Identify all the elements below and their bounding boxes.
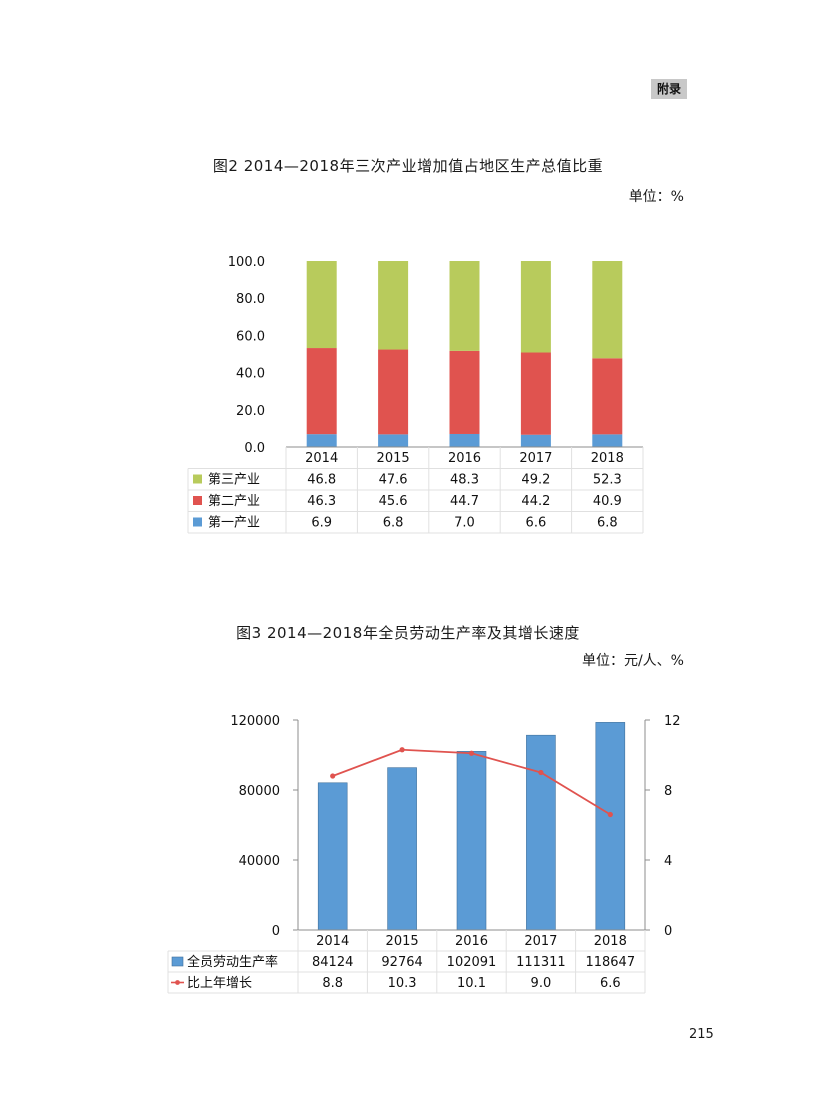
y-right-tick-label: 4 (664, 854, 672, 869)
data-label: 44.2 (521, 494, 550, 509)
y-right-tick-label: 0 (664, 924, 672, 939)
data-label: 47.6 (379, 473, 408, 488)
data-label: 48.3 (450, 473, 479, 488)
bar-segment (306, 434, 337, 447)
data-label: 84124 (312, 955, 353, 970)
data-label: 6.6 (600, 976, 621, 991)
figure2-title: 图2 2014—2018年三次产业增加值占地区生产总值比重 (212, 157, 604, 175)
growth-point (330, 773, 336, 779)
data-label: 6.8 (383, 516, 404, 531)
y-tick-label: 60.0 (236, 329, 265, 344)
x-tick-label: 2018 (594, 934, 627, 949)
y-left-tick-label: 80000 (239, 784, 280, 799)
legend-label: 第三产业 (208, 473, 260, 488)
data-label: 111311 (516, 955, 566, 970)
x-tick-label: 2016 (455, 934, 488, 949)
appendix-tag: 附录 (651, 79, 687, 99)
data-label: 10.1 (457, 976, 486, 991)
data-label: 45.6 (379, 494, 408, 509)
data-label: 6.8 (597, 516, 618, 531)
legend-marker (175, 980, 180, 985)
data-label: 9.0 (531, 976, 552, 991)
x-tick-label: 2018 (591, 451, 624, 466)
y-left-tick-label: 0 (272, 924, 280, 939)
legend-label: 比上年增长 (187, 976, 252, 991)
bar-segment (378, 349, 409, 435)
y-tick-label: 100.0 (228, 255, 265, 270)
legend-label: 第一产业 (208, 516, 260, 531)
y-left-tick-label: 40000 (239, 854, 280, 869)
bar-segment (449, 261, 480, 351)
data-label: 40.9 (593, 494, 622, 509)
bar-segment (592, 434, 623, 447)
x-tick-label: 2014 (305, 451, 338, 466)
page-number: 215 (689, 1027, 714, 1042)
bar-segment (520, 352, 551, 435)
bar-segment (592, 358, 623, 435)
growth-point (468, 750, 475, 756)
growth-point (607, 811, 613, 818)
figure3-unit: 单位：元/人、% (581, 653, 684, 669)
data-label: 52.3 (593, 473, 622, 488)
data-label: 46.8 (307, 473, 336, 488)
bar (387, 767, 417, 931)
data-label: 8.8 (322, 976, 343, 991)
x-tick-label: 2017 (519, 451, 552, 466)
legend-swatch (171, 956, 184, 967)
x-tick-label: 2016 (448, 451, 481, 466)
x-tick-label: 2015 (386, 934, 419, 949)
y-right-tick-label: 8 (664, 784, 672, 799)
data-label: 118647 (585, 955, 635, 970)
data-label: 102091 (447, 955, 497, 970)
y-right-tick-label: 12 (664, 714, 681, 729)
data-label: 92764 (381, 955, 422, 970)
legend-swatch (193, 496, 202, 505)
x-tick-label: 2014 (316, 934, 349, 949)
bar-segment (306, 261, 337, 349)
x-tick-label: 2015 (377, 451, 410, 466)
data-label: 44.7 (450, 494, 479, 509)
bar-segment (520, 261, 551, 353)
y-tick-label: 0.0 (244, 441, 265, 456)
data-label: 46.3 (307, 494, 336, 509)
bar-segment (449, 433, 480, 447)
bar-segment (449, 350, 480, 434)
data-label: 49.2 (521, 473, 550, 488)
y-tick-label: 80.0 (236, 292, 265, 307)
bar (456, 751, 487, 931)
data-label: 10.3 (388, 976, 417, 991)
y-tick-label: 20.0 (236, 404, 265, 419)
bar-segment (592, 261, 623, 359)
legend-swatch (193, 474, 202, 484)
bar-segment (306, 348, 337, 435)
bar-segment (378, 434, 409, 447)
growth-point (399, 747, 405, 753)
data-label: 6.6 (526, 516, 547, 531)
x-tick-label: 2017 (524, 934, 557, 949)
growth-point (538, 769, 544, 776)
bar (526, 734, 556, 931)
bar (595, 722, 626, 931)
figure3-title: 图3 2014—2018年全员劳动生产率及其增长速度 (236, 624, 580, 642)
legend-label: 全员劳动生产率 (187, 954, 278, 970)
data-label: 6.9 (311, 516, 332, 531)
y-left-tick-label: 120000 (230, 714, 280, 729)
bar-segment (520, 434, 551, 447)
y-tick-label: 40.0 (236, 367, 265, 382)
bar-segment (378, 261, 409, 350)
data-label: 7.0 (454, 516, 475, 531)
figure2-unit: 单位：% (628, 189, 684, 205)
bar (317, 782, 348, 931)
legend-swatch (193, 517, 202, 527)
legend-label: 第二产业 (208, 494, 260, 509)
